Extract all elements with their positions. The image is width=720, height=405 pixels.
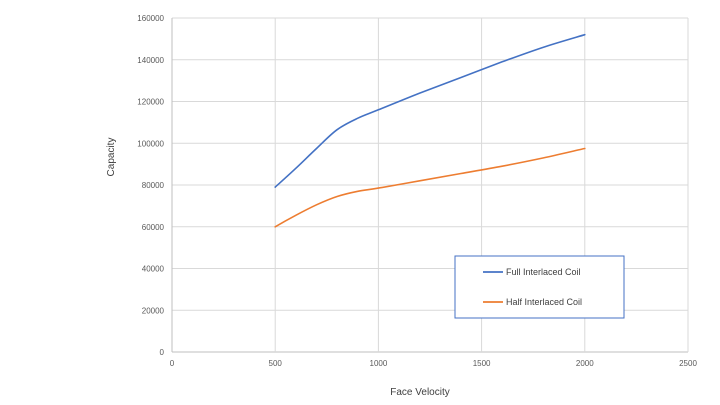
y-tick-label: 120000 [137, 98, 164, 107]
legend-label-2: Half Interlaced Coil [506, 297, 582, 307]
y-tick-label: 40000 [142, 265, 165, 274]
y-tick-label: 140000 [137, 56, 164, 65]
y-tick-label: 160000 [137, 14, 164, 23]
legend: Full Interlaced Coil Half Interlaced Coil [454, 255, 625, 319]
y-tick-label: 80000 [142, 181, 165, 190]
x-axis-title: Face Velocity [390, 387, 449, 398]
x-tick-label: 1500 [473, 359, 491, 368]
x-tick-label: 0 [170, 359, 175, 368]
legend-box [454, 255, 625, 319]
series-lines [274, 33, 586, 228]
y-axis-title: Capacity [106, 138, 117, 177]
x-tick-label: 2500 [679, 359, 697, 368]
series-line-2 [274, 147, 586, 228]
y-tick-label: 60000 [142, 223, 165, 232]
y-tick-label: 20000 [142, 306, 165, 315]
legend-label-1: Full Interlaced Coil [506, 267, 581, 277]
x-tick-label: 2000 [576, 359, 594, 368]
y-tick-label: 0 [160, 348, 165, 357]
x-tick-label: 1000 [370, 359, 388, 368]
series-line-1 [274, 33, 586, 188]
x-axis-ticks: 0 500 1000 1500 2000 2500 [170, 359, 698, 368]
y-axis-ticks: 0 20000 40000 60000 80000 100000 120000 140000 1… [137, 14, 164, 357]
x-tick-label: 500 [269, 359, 283, 368]
y-tick-label: 100000 [137, 139, 164, 148]
